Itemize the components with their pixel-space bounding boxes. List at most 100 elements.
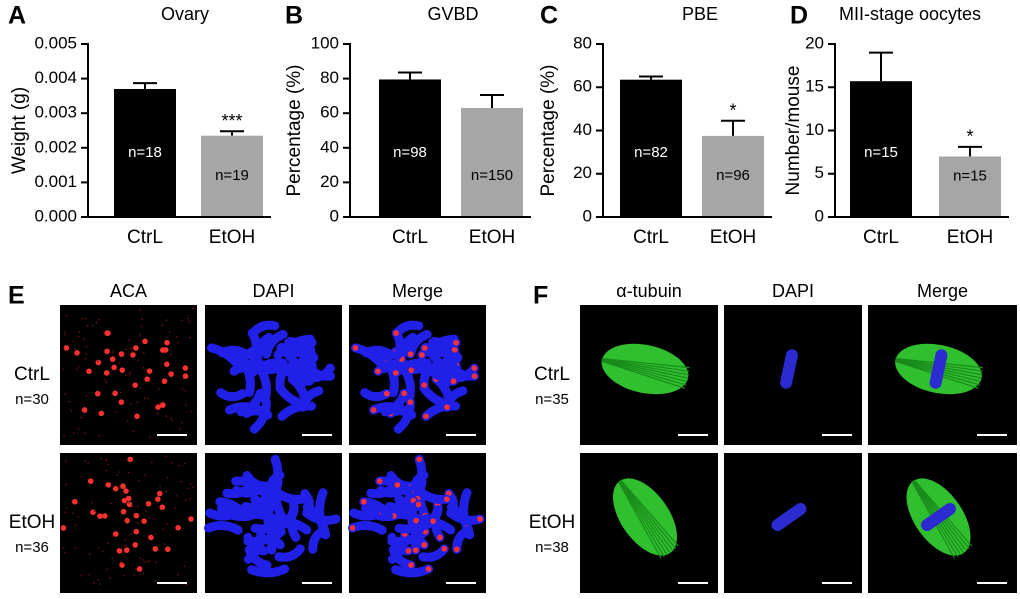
chromosome <box>267 514 288 555</box>
kinetochore <box>132 542 139 548</box>
column-header: Merge <box>392 281 443 301</box>
y-tick-label: 40 <box>320 137 339 156</box>
bar <box>114 88 176 217</box>
kinetochore <box>416 456 423 463</box>
noise <box>139 308 142 311</box>
noise <box>127 471 130 474</box>
chromosome <box>276 343 305 383</box>
spindle <box>601 343 690 395</box>
noise <box>110 502 112 505</box>
noise <box>65 460 67 463</box>
noise <box>87 462 89 464</box>
spindle <box>771 502 807 532</box>
column-header: α-tubuin <box>616 281 681 301</box>
kinetochore <box>419 352 425 358</box>
kinetochore <box>123 488 129 494</box>
kinetochore <box>132 382 138 388</box>
kinetochore <box>188 516 194 522</box>
kinetochore <box>118 351 125 357</box>
noise <box>175 335 178 338</box>
noise <box>125 544 128 546</box>
kinetochore <box>156 490 163 497</box>
metaphase-plate <box>780 349 798 389</box>
chromosome <box>216 388 248 402</box>
bar <box>461 108 523 217</box>
noise <box>98 318 100 321</box>
kinetochore <box>408 367 415 373</box>
spindle <box>894 343 983 395</box>
row-n: n=36 <box>15 539 49 556</box>
noise <box>128 373 131 376</box>
kinetochore <box>116 548 123 554</box>
y-tick-label: 20 <box>320 172 339 191</box>
kinetochore <box>74 350 80 356</box>
y-axis-label: Weight (g) <box>9 87 30 174</box>
noise <box>97 389 99 392</box>
chromosome <box>247 328 261 361</box>
noise <box>188 336 191 339</box>
chromosome <box>445 355 459 386</box>
x-tick-label: CtrL <box>392 227 428 248</box>
bar <box>201 135 263 217</box>
noise <box>103 378 106 381</box>
kinetochore <box>120 508 127 515</box>
noise <box>140 325 143 327</box>
noise <box>148 560 151 562</box>
chromosome <box>411 514 432 555</box>
noise <box>63 434 65 437</box>
noise <box>144 561 147 563</box>
row-label: CtrL <box>14 364 50 385</box>
y-tick-label: 0 <box>815 206 824 225</box>
noise <box>180 480 183 483</box>
kinetochore <box>60 525 67 531</box>
micrograph <box>580 305 718 445</box>
noise <box>176 495 179 497</box>
chart-title: PBE <box>682 4 718 24</box>
noise <box>179 428 182 430</box>
noise <box>187 317 189 320</box>
chromosome <box>428 344 460 358</box>
micrograph <box>868 305 1017 445</box>
kinetochore <box>72 498 78 505</box>
y-tick-label: 0 <box>583 206 592 225</box>
noise <box>154 533 157 535</box>
metaphase-plate <box>921 502 956 532</box>
noise <box>159 485 161 487</box>
chromosome <box>229 359 266 376</box>
chromosome <box>236 388 265 417</box>
noise <box>141 521 143 524</box>
panel-letter: E <box>8 282 25 310</box>
noise <box>81 318 84 320</box>
kinetochore <box>125 495 132 502</box>
noise <box>169 353 172 356</box>
noise <box>68 400 70 403</box>
kinetochore <box>126 501 133 508</box>
noise <box>182 378 185 380</box>
noise <box>131 351 134 353</box>
noise <box>120 560 122 563</box>
kinetochore <box>162 347 169 353</box>
noise <box>77 516 79 518</box>
kinetochore <box>451 347 458 353</box>
y-axis-label: Percentage (%) <box>284 64 305 196</box>
noise <box>165 490 167 493</box>
kinetochore <box>444 496 450 503</box>
spindle-fiber <box>601 359 688 383</box>
noise <box>112 351 114 353</box>
spindle-fiber <box>620 479 679 547</box>
noise <box>184 403 187 406</box>
noise <box>64 393 66 395</box>
kinetochore <box>152 546 159 552</box>
noise <box>105 381 108 384</box>
spindle-fiber <box>601 357 690 369</box>
chromosome <box>240 496 274 513</box>
noise <box>128 339 131 342</box>
kinetochore <box>471 373 478 379</box>
kinetochore <box>444 404 450 410</box>
column-header: DAPI <box>252 281 294 301</box>
column-header: DAPI <box>772 281 814 301</box>
noise <box>85 317 87 320</box>
y-axis-label: Percentage (%) <box>538 64 559 196</box>
noise <box>63 503 66 505</box>
noise <box>106 568 108 571</box>
